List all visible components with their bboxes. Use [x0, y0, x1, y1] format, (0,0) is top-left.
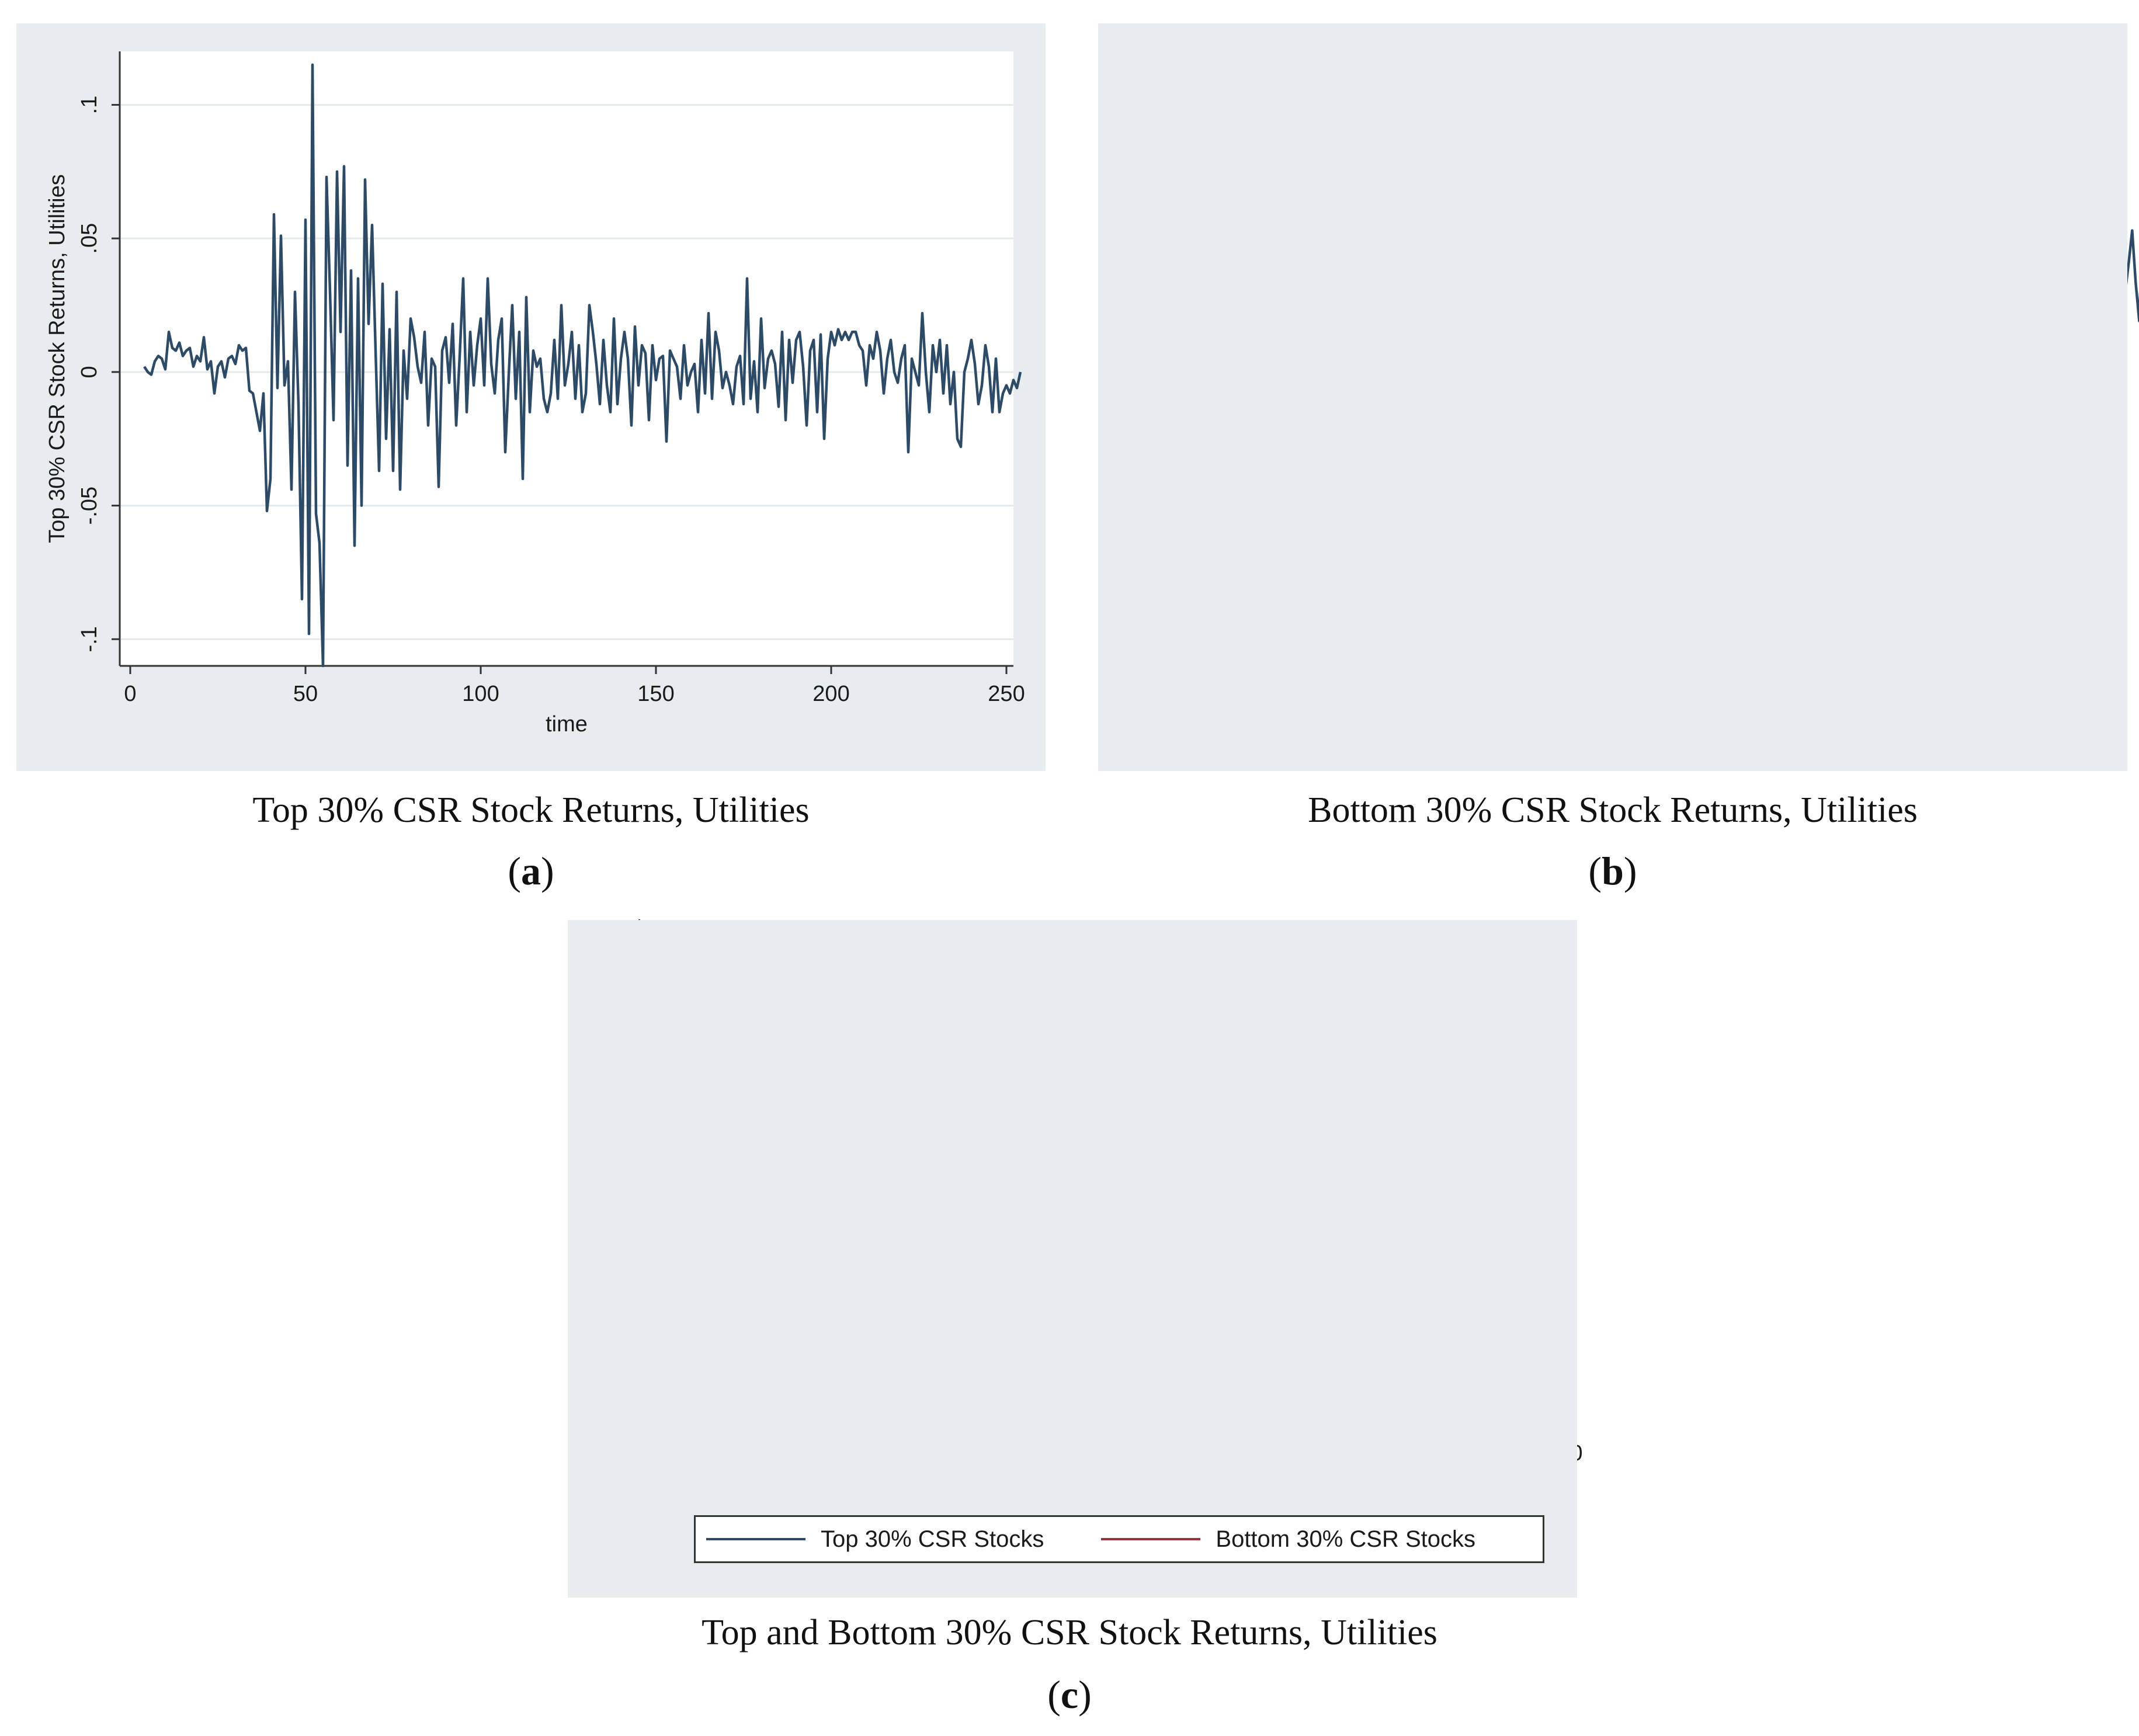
legend-c: Top 30% CSR Stocks Bottom 30% CSR Stocks [694, 1515, 1544, 1563]
panel-b-background [1098, 23, 2127, 771]
plot-area-a [120, 51, 1013, 666]
y-tick-label-a-0: -.1 [77, 626, 102, 652]
y-tick-label-a-2: 0 [77, 366, 102, 378]
caption-c-close-paren: ) [1078, 1672, 1092, 1717]
x-tick-label-a-3: 150 [637, 682, 674, 706]
y-tick-label-a-1: -.05 [77, 487, 102, 525]
caption-a-close-paren: ) [541, 849, 554, 893]
caption-b-close-paren: ) [1623, 849, 1637, 893]
caption-a-label: (a) [16, 848, 1046, 894]
y-axis-title-a: Top 30% CSR Stock Returns, Utilities [45, 174, 70, 543]
caption-c-letter: c [1060, 1672, 1079, 1717]
caption-a-letter: a [521, 849, 541, 893]
x-tick-label-a-1: 50 [293, 682, 318, 706]
caption-b-letter: b [1602, 849, 1624, 893]
caption-c-label: (c) [0, 1672, 2139, 1718]
caption-a-open-paren: ( [508, 849, 521, 893]
legend-swatch-top [706, 1538, 805, 1540]
caption-a-title: Top 30% CSR Stock Returns, Utilities [252, 790, 810, 830]
y-tick-label-a-4: .1 [77, 96, 102, 114]
panel-c-background [568, 920, 1577, 1598]
legend-item-bottom: Bottom 30% CSR Stocks [1101, 1526, 1475, 1553]
legend-label-top: Top 30% CSR Stocks [821, 1526, 1044, 1552]
x-tick-label-a-5: 250 [988, 682, 1025, 706]
y-tick-label-a-3: .05 [77, 223, 102, 254]
caption-c-open-paren: ( [1047, 1672, 1061, 1717]
x-tick-label-a-2: 100 [462, 682, 499, 706]
x-tick-label-a-4: 200 [812, 682, 849, 706]
caption-b-label: (b) [1098, 848, 2127, 894]
caption-b-title: Bottom 30% CSR Stock Returns, Utilities [1308, 790, 1918, 830]
series-line-a-0 [143, 63, 1022, 668]
x-tick-label-a-0: 0 [124, 682, 136, 706]
legend-item-top: Top 30% CSR Stocks [706, 1526, 1044, 1553]
caption-b-open-paren: ( [1588, 849, 1602, 893]
legend-label-bottom: Bottom 30% CSR Stocks [1216, 1526, 1475, 1552]
x-axis-title-a: time [546, 712, 588, 737]
caption-c-title: Top and Bottom 30% CSR Stock Returns, Ut… [702, 1613, 1437, 1652]
legend-swatch-bottom [1101, 1538, 1201, 1540]
